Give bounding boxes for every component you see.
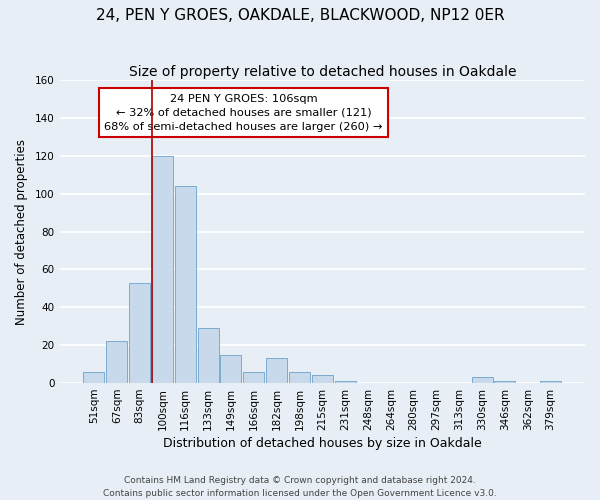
Bar xyxy=(335,381,356,383)
Bar xyxy=(494,381,515,383)
Bar xyxy=(152,156,173,383)
Bar xyxy=(472,378,493,383)
Bar xyxy=(197,328,218,383)
Bar xyxy=(540,381,561,383)
Text: Contains HM Land Registry data © Crown copyright and database right 2024.
Contai: Contains HM Land Registry data © Crown c… xyxy=(103,476,497,498)
X-axis label: Distribution of detached houses by size in Oakdale: Distribution of detached houses by size … xyxy=(163,437,482,450)
Bar xyxy=(175,186,196,383)
Y-axis label: Number of detached properties: Number of detached properties xyxy=(15,138,28,324)
Text: 24 PEN Y GROES: 106sqm
← 32% of detached houses are smaller (121)
68% of semi-de: 24 PEN Y GROES: 106sqm ← 32% of detached… xyxy=(104,94,383,132)
Bar xyxy=(83,372,104,383)
Title: Size of property relative to detached houses in Oakdale: Size of property relative to detached ho… xyxy=(128,65,516,79)
Bar xyxy=(312,376,333,383)
Bar xyxy=(106,342,127,383)
Bar xyxy=(289,372,310,383)
Bar xyxy=(220,354,241,383)
Text: 24, PEN Y GROES, OAKDALE, BLACKWOOD, NP12 0ER: 24, PEN Y GROES, OAKDALE, BLACKWOOD, NP1… xyxy=(95,8,505,22)
Bar xyxy=(266,358,287,383)
Bar xyxy=(129,282,150,383)
Bar xyxy=(243,372,264,383)
